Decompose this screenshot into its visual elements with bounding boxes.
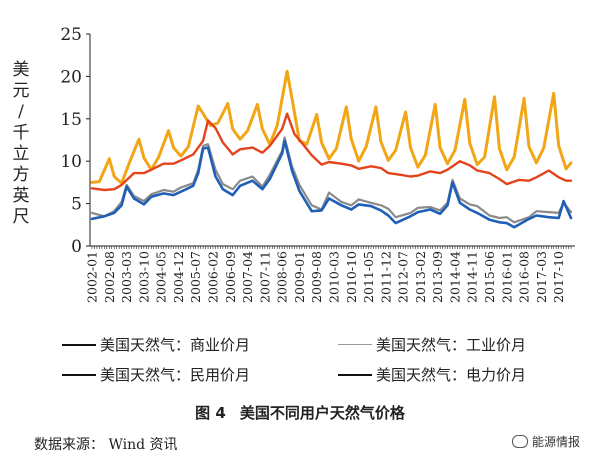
legend-swatch — [62, 343, 96, 346]
chart-legend: 美国天然气：商业价月 美国天然气：工业价月 美国天然气：民用价月 美国天然气：电… — [62, 334, 582, 396]
x-tick-label: 2002-01 — [85, 251, 100, 303]
x-tick-label: 2016-01 — [499, 251, 514, 303]
series-line-commercial — [90, 112, 573, 192]
legend-item-industrial: 美国天然气：工业价月 — [338, 334, 526, 355]
x-tick-label: 2010-10 — [344, 251, 359, 303]
x-tick-label: 2003-10 — [136, 251, 151, 303]
legend-swatch — [338, 344, 372, 345]
x-tick-label: 2007-11 — [257, 251, 272, 303]
y-axis-title-char: 美 — [12, 60, 30, 80]
legend-item-electric: 美国天然气：电力价月 — [338, 364, 526, 385]
watermark-text: 能源情报 — [532, 435, 581, 449]
y-tick-label: 15 — [60, 110, 82, 130]
legend-swatch — [338, 373, 372, 376]
chat-bubble-icon — [512, 435, 528, 448]
x-tick-label: 2013-09 — [430, 251, 445, 303]
x-tick-label: 2017-03 — [534, 251, 549, 303]
x-tick-label: 2006-09 — [223, 251, 238, 303]
x-tick-label: 2006-02 — [205, 251, 220, 303]
chart-title: 美国不同用户天然气价格 — [239, 404, 405, 422]
x-tick-label: 2014-11 — [465, 251, 480, 303]
figure-number: 图 4 — [195, 404, 226, 422]
x-tick-label: 2011-12 — [378, 251, 393, 303]
x-tick-label: 2004-12 — [171, 251, 186, 303]
y-axis-title-char: 方 — [12, 165, 30, 185]
y-axis-title-char: 元 — [12, 81, 30, 101]
x-tick-label: 2009-01 — [292, 251, 307, 303]
y-axis-title-char: 尺 — [12, 207, 30, 227]
x-tick-label: 2009-08 — [309, 251, 324, 303]
y-axis-title-char: 英 — [12, 186, 30, 206]
x-tick-label: 2010-03 — [326, 251, 341, 303]
x-tick-label: 2003-03 — [119, 251, 134, 303]
x-tick-label: 2012-07 — [396, 251, 411, 303]
y-tick-label: 25 — [60, 25, 82, 45]
y-tick-label: 5 — [71, 195, 82, 215]
y-tick-label: 0 — [71, 237, 82, 257]
series-line-electric — [90, 139, 573, 229]
legend-swatch — [62, 373, 96, 376]
legend-label: 美国天然气：电力价月 — [376, 366, 527, 384]
legend-item-commercial: 美国天然气：商业价月 — [62, 334, 250, 355]
legend-label: 美国天然气：工业价月 — [376, 336, 527, 354]
y-axis-title: 美元 / 千立方英尺 — [8, 60, 34, 228]
x-tick-label: 2014-04 — [447, 251, 462, 303]
x-tick-label: 2005-07 — [188, 251, 203, 303]
x-tick-label: 2015-06 — [482, 251, 497, 303]
chart-axes — [89, 34, 575, 247]
y-tick-label: 20 — [60, 67, 82, 87]
x-tick-label: 2007-04 — [240, 251, 255, 303]
legend-item-residential: 美国天然气：民用价月 — [62, 364, 250, 385]
series-line-residential — [90, 69, 573, 185]
legend-label: 美国天然气：商业价月 — [100, 336, 251, 354]
figure-caption: 图 4 美国不同用户天然气价格 — [0, 402, 600, 423]
x-tick-label: 2008-06 — [275, 251, 290, 303]
x-tick-label: 2002-08 — [102, 251, 117, 303]
x-tick-label: 2017-10 — [551, 251, 566, 303]
y-axis-ticks: 0 5 10 15 20 25 — [60, 25, 90, 257]
legend-label: 美国天然气：民用价月 — [100, 366, 251, 384]
y-axis-title-char: 立 — [12, 144, 30, 164]
data-source-note: 数据来源： Wind 资讯 — [34, 437, 178, 453]
x-axis-ticks: 2002-01 2002-08 2003-03 2003-10 2004-05 2004-… — [85, 246, 572, 303]
x-tick-label: 2013-02 — [413, 251, 428, 303]
y-axis-title-char: 千 — [12, 123, 30, 143]
x-tick-label: 2011-05 — [361, 251, 376, 303]
y-tick-label: 10 — [60, 152, 82, 172]
x-tick-label: 2016-08 — [517, 251, 532, 303]
y-axis-title-char: / — [18, 102, 24, 122]
x-tick-label: 2004-05 — [154, 251, 169, 303]
chart-series — [90, 69, 573, 229]
watermark: 能源情报 — [512, 433, 580, 450]
